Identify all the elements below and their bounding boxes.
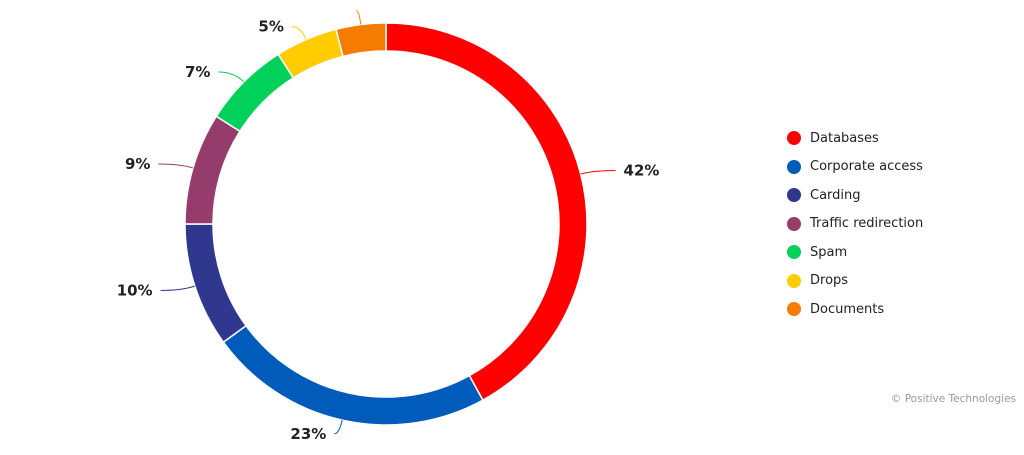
data-label: 42% [624,162,660,180]
data-label: 9% [125,155,150,173]
connector-line [218,71,245,83]
legend-marker-icon [787,188,801,203]
slice-corporate-access[interactable] [222,324,484,426]
legend-marker-icon [787,216,801,231]
legend: Databases Corporate access Carding Traffic … [787,124,923,324]
legend-item[interactable]: Corporate access [787,153,923,182]
legend-marker-icon [787,131,801,146]
data-label: 5% [258,18,283,36]
legend-item[interactable]: Documents [787,295,923,324]
legend-label: Spam [810,244,848,260]
connector-line [356,10,362,25]
slice-databases[interactable] [385,22,588,402]
slice-traffic-redirection[interactable] [184,115,241,225]
legend-marker-icon [787,159,801,174]
legend-marker-icon [787,302,801,317]
connector-line [291,26,307,40]
legend-label: Databases [810,130,879,146]
slice-drops[interactable] [277,28,344,79]
legend-marker-icon [787,273,801,288]
legend-item[interactable]: Spam [787,238,923,267]
connector-line [158,163,194,169]
legend-item[interactable]: Traffic redirection [787,210,923,239]
legend-label: Drops [810,273,849,289]
data-label: 10% [117,281,153,299]
connector-line [160,285,195,291]
legend-item[interactable]: Databases [787,124,923,153]
legend-marker-icon [787,245,801,260]
connector-line [334,420,343,435]
legend-label: Carding [810,187,861,203]
legend-item[interactable]: Carding [787,181,923,210]
legend-label: Traffic redirection [810,216,924,232]
credit: © Positive Technologies [890,393,1016,405]
legend-label: Documents [810,301,885,317]
slice-carding[interactable] [184,223,248,344]
slice-documents[interactable] [335,22,387,58]
data-label: 7% [185,63,210,81]
slice-spam[interactable] [215,53,295,133]
legend-label: Corporate access [810,159,923,175]
connector-line [580,170,616,175]
data-label: 23% [290,425,326,443]
legend-item[interactable]: Drops [787,267,923,296]
